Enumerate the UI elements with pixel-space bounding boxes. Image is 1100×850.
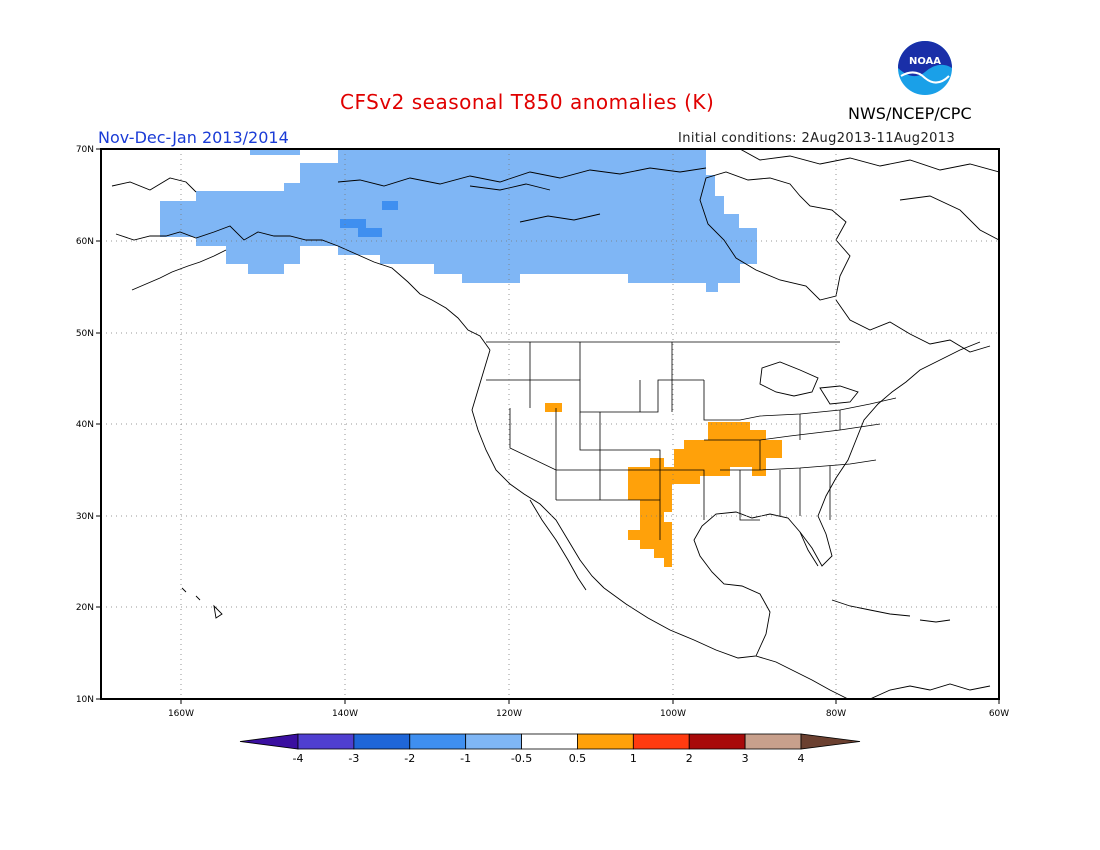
logo-text: NOAA	[909, 56, 941, 67]
colorbar-label: 1	[630, 752, 637, 765]
coastlines	[111, 149, 999, 699]
initial-conditions: Initial conditions: 2Aug2013-11Aug2013	[678, 131, 956, 146]
lat-label: 40N	[76, 420, 94, 430]
cool-anomaly-alaska-canada	[160, 149, 757, 292]
political-borders	[486, 341, 897, 540]
lon-label: 120W	[496, 709, 522, 719]
colorbar-box	[521, 733, 578, 750]
lon-label: 140W	[332, 709, 358, 719]
colorbar-box	[409, 733, 467, 750]
lon-label: 160W	[168, 709, 194, 719]
cool-anomaly-patch	[250, 149, 300, 155]
colorbar-label: -0.5	[511, 752, 532, 765]
lat-label: 70N	[76, 145, 94, 155]
colorbar-label: -1	[460, 752, 471, 765]
lat-label: 50N	[76, 329, 94, 339]
colorbar-box	[688, 733, 746, 750]
colorbar-label: 4	[798, 752, 805, 765]
colorbar-box	[744, 733, 802, 750]
colorbar: -4 -3 -2 -1 -0.5 0.5 1 2 3 4	[239, 733, 861, 765]
colorbar-box	[577, 733, 634, 750]
colorbar-box	[465, 733, 522, 750]
cold-core-yukon	[340, 219, 382, 237]
lat-label: 10N	[76, 695, 94, 705]
lon-label: 80W	[826, 709, 846, 719]
lat-label: 20N	[76, 603, 94, 613]
chart-title: CFSv2 seasonal T850 anomalies (K)	[340, 90, 715, 114]
cold-core-small	[382, 201, 398, 210]
colorbar-box	[353, 733, 411, 750]
lat-label: 60N	[76, 237, 94, 247]
colorbar-arrow-high	[800, 733, 861, 750]
colorbar-label: -4	[293, 752, 304, 765]
lat-label: 30N	[76, 512, 94, 522]
colorbar-box	[297, 733, 355, 750]
colorbar-label: -2	[404, 752, 415, 765]
colorbar-label: 0.5	[569, 752, 587, 765]
colorbar-label: 2	[686, 752, 693, 765]
lon-label: 60W	[989, 709, 1009, 719]
colorbar-label: 3	[742, 752, 749, 765]
lon-label: 100W	[660, 709, 686, 719]
agency-label: NWS/NCEP/CPC	[848, 104, 972, 123]
colorbar-label: -3	[348, 752, 359, 765]
graticule	[101, 149, 999, 699]
colorbar-box	[632, 733, 690, 750]
colorbar-arrow-low	[239, 733, 299, 750]
forecast-period: Nov-Dec-Jan 2013/2014	[98, 128, 289, 147]
noaa-logo: NOAA	[896, 39, 954, 97]
warm-anomaly-central	[628, 422, 782, 567]
warm-anomaly-utah	[545, 403, 562, 412]
